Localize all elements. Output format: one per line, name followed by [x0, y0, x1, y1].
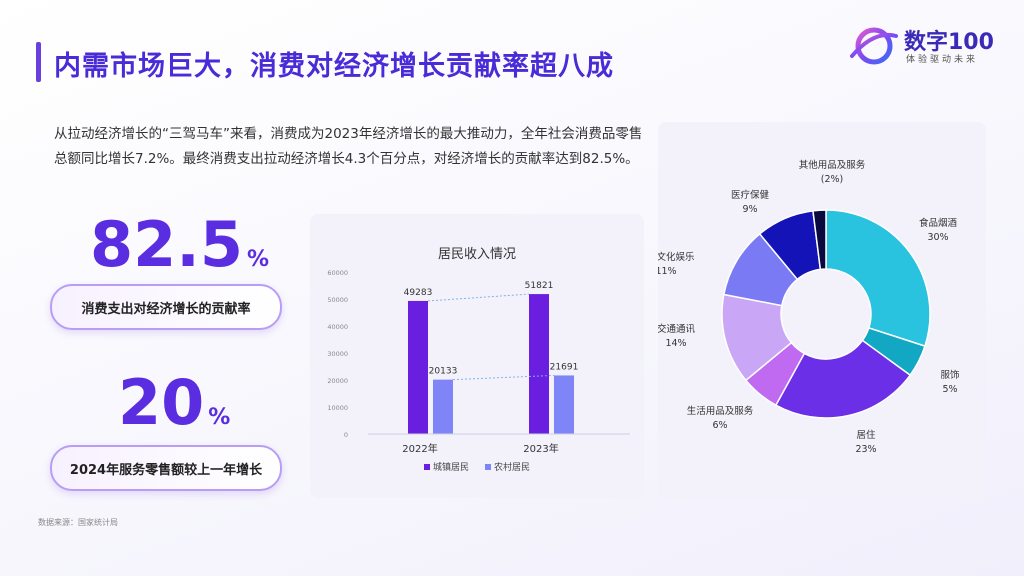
bar-data-label: 20133 — [429, 367, 458, 377]
bar — [408, 300, 428, 434]
income-bar-chart: 居民收入情况 0 10000 20000 30000 40000 50000 60000 492… — [327, 247, 630, 473]
y-tick-label: 40000 — [327, 323, 348, 331]
legend-swatch — [485, 464, 491, 470]
slice-name-label: 其他用品及服务 — [799, 159, 866, 171]
donut-slice — [774, 339, 912, 419]
legend-label: 农村居民 — [494, 461, 530, 473]
y-tick-label: 0 — [344, 431, 348, 439]
slice-value-label: 6% — [712, 420, 727, 431]
slice-value-label: (2%) — [821, 174, 843, 185]
chart-title: 居民收入情况 — [438, 247, 516, 262]
slice-name-label: 教育文化娱乐 — [658, 251, 695, 263]
brand-name: 数字100 — [904, 30, 994, 55]
x-tick-label: 2023年 — [523, 442, 558, 455]
stat-value-2: 20% — [118, 366, 231, 439]
brand-logo-icon — [850, 27, 898, 65]
stat-value-1: 82.5% — [90, 208, 270, 281]
slice-name-label: 服饰 — [940, 369, 959, 381]
donut-slice — [812, 209, 827, 271]
donut-slice — [825, 209, 931, 348]
brand-logo: 数字100 体验驱动未来 — [848, 20, 998, 70]
bar-data-label: 21691 — [550, 362, 579, 372]
donut-chart-card — [658, 122, 986, 500]
trend-dashed-line — [452, 374, 555, 381]
bar — [433, 379, 453, 434]
stat-label-1: 消费支出对经济增长的贡献率 — [50, 284, 282, 330]
slice-name-label: 交通通讯 — [658, 323, 695, 335]
bar — [529, 294, 549, 434]
consumption-donut-chart: 食品烟酒 30% 服饰 5% 居住 23% 生活用品及服务 6% 交通通讯 14% 教育文化娱乐 11… — [658, 159, 960, 455]
y-tick-label: 20000 — [327, 377, 348, 385]
brand-tagline: 体验驱动未来 — [906, 55, 979, 65]
slice-value-label: 11% — [658, 266, 677, 277]
slice-name-label: 医疗保健 — [731, 189, 770, 201]
slice-name-label: 生活用品及服务 — [687, 405, 754, 417]
bar — [554, 375, 574, 434]
y-tick-label: 50000 — [327, 296, 348, 304]
data-source: 数据来源：国家统计局 — [38, 518, 118, 527]
page-title: 内需市场巨大，消费对经济增长贡献率超八成 — [54, 51, 614, 82]
slice-value-label: 14% — [665, 338, 686, 349]
slice-value-label: 23% — [855, 444, 876, 455]
slice-value-label: 30% — [927, 232, 948, 243]
stat-label-2: 2024年服务零售额较上一年增长 — [50, 445, 282, 491]
y-tick-label: 10000 — [327, 404, 348, 412]
bar-chart-card — [310, 214, 644, 498]
title-accent-bar — [36, 42, 41, 82]
intro-paragraph: 从拉动经济增长的“三驾马车”来看，消费成为2023年经济增长的最大推动力，全年社… — [54, 126, 643, 167]
bar-data-label: 49283 — [404, 288, 433, 298]
legend-label: 城镇居民 — [433, 461, 469, 473]
bar-data-label: 51821 — [525, 281, 554, 291]
legend-swatch — [424, 464, 430, 470]
trend-dashed-line — [427, 293, 530, 302]
y-tick-label: 30000 — [327, 350, 348, 358]
slice-value-label: 9% — [742, 204, 757, 215]
slice-name-label: 居住 — [856, 429, 876, 441]
slice-name-label: 食品烟酒 — [919, 217, 958, 229]
slice-value-label: 5% — [942, 384, 957, 395]
x-tick-label: 2022年 — [402, 442, 437, 455]
y-tick-label: 60000 — [327, 269, 348, 277]
